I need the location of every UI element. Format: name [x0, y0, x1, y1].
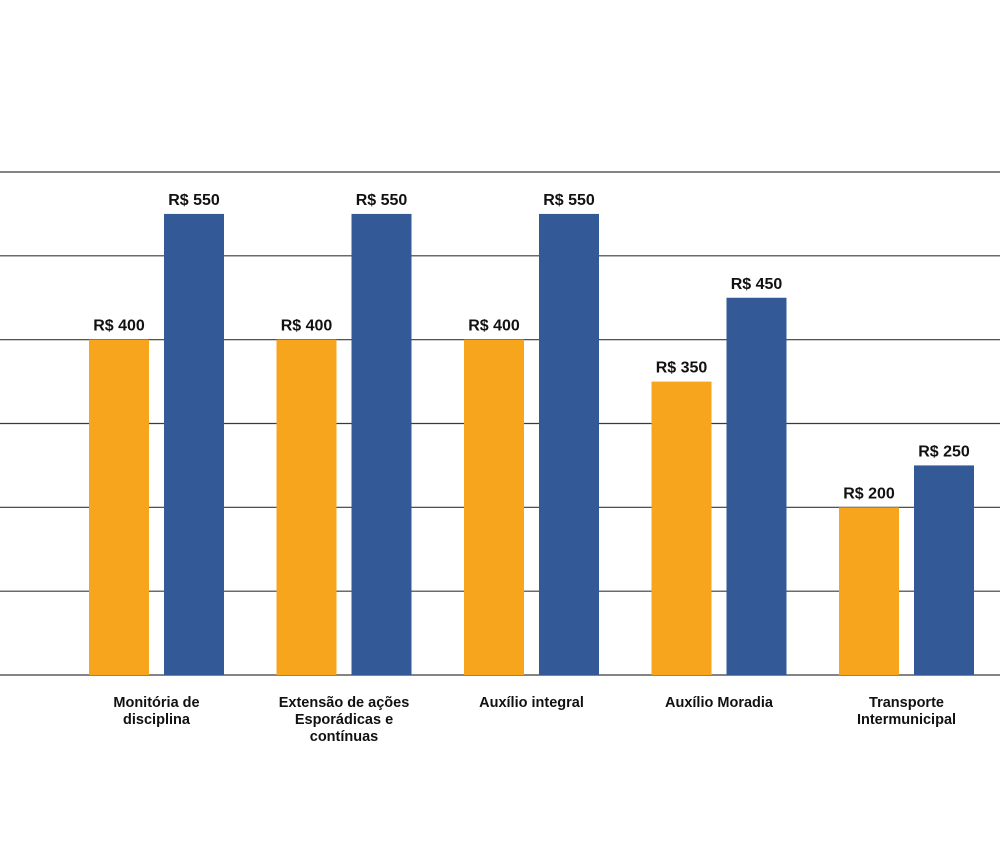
- category-label: Auxílio Moradia: [665, 695, 774, 711]
- bar-value-label: R$ 450: [731, 276, 783, 293]
- bar-value-label: R$ 250: [918, 443, 970, 460]
- bar-value-label: R$ 550: [168, 192, 220, 209]
- bar-value-label: R$ 200: [843, 485, 895, 502]
- category-label: Transporte: [869, 695, 944, 711]
- bar-series-1-2: [276, 339, 337, 675]
- category-label: Esporádicas e: [295, 712, 393, 728]
- category-label: Intermunicipal: [857, 712, 956, 728]
- bar-series-2-2: [351, 213, 412, 675]
- category-label: Extensão de ações: [279, 695, 410, 711]
- category-label: Auxílio integral: [479, 695, 584, 711]
- bar-series-2-5: [914, 465, 974, 675]
- bars: [89, 213, 974, 675]
- category-label: disciplina: [123, 712, 191, 728]
- bar-series-2-3: [539, 213, 599, 675]
- bar-series-2-4: [726, 297, 787, 675]
- bar-value-label: R$ 400: [281, 318, 333, 335]
- bar-value-label: R$ 350: [656, 360, 708, 377]
- bar-value-label: R$ 550: [356, 192, 408, 209]
- bar-series-1-4: [651, 381, 712, 675]
- bar-value-label: R$ 550: [543, 192, 595, 209]
- bar-value-label: R$ 400: [93, 318, 145, 335]
- bar-series-1-5: [839, 507, 899, 675]
- bar-series-1-1: [89, 339, 149, 675]
- bar-series-2-1: [164, 213, 224, 675]
- category-label: Monitória de: [113, 695, 199, 711]
- bar-series-1-3: [464, 339, 524, 675]
- bar-value-label: R$ 400: [468, 318, 520, 335]
- value-labels: R$ 400 R$ 550 R$ 400 R$ 550 R$ 400 R$ 550 R$ 3…: [93, 192, 970, 502]
- category-label: contínuas: [310, 729, 378, 745]
